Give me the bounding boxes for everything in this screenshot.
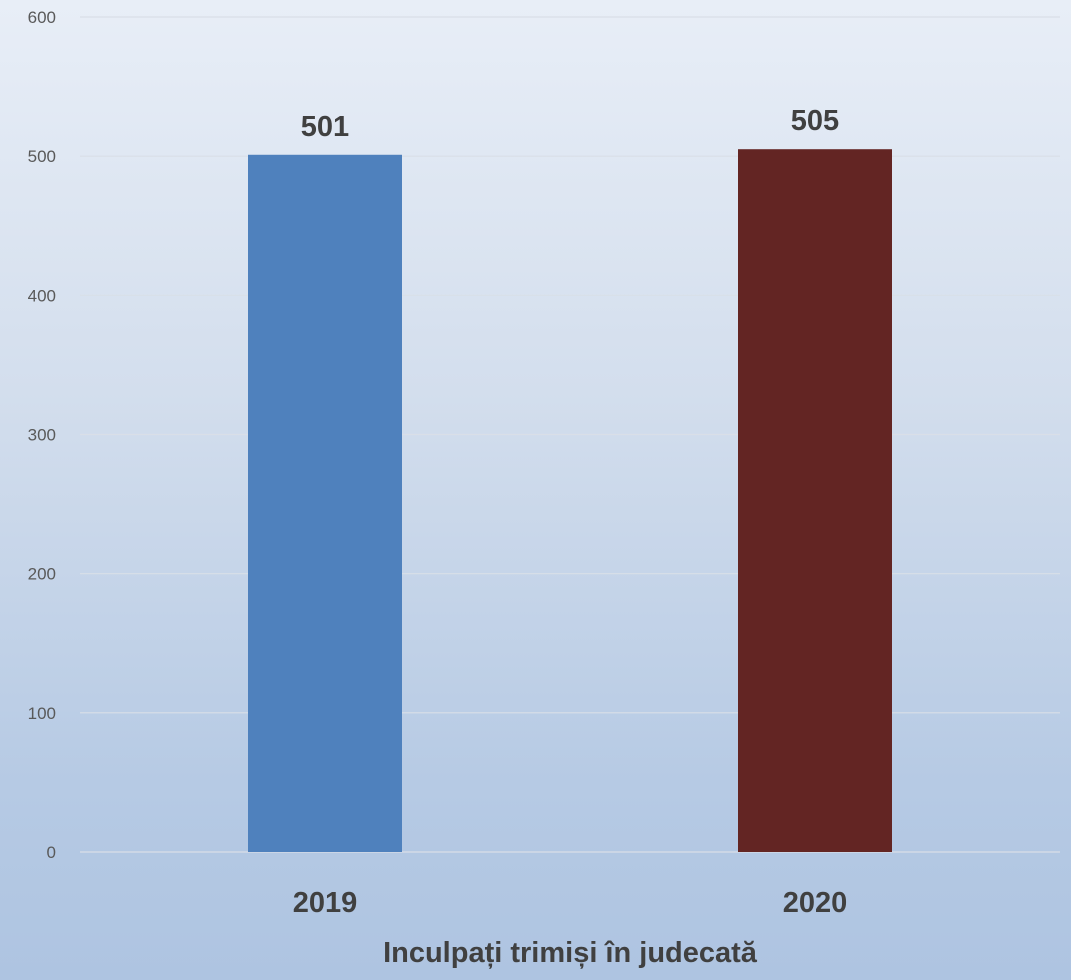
bar-2020 xyxy=(738,149,892,853)
x-axis-title: Inculpați trimiși în judecată xyxy=(383,937,758,969)
y-tick-label: 500 xyxy=(28,147,56,166)
y-tick-label: 400 xyxy=(28,286,56,305)
y-tick-label: 0 xyxy=(47,843,56,862)
data-label-2019: 501 xyxy=(301,111,349,143)
category-label-2019: 2019 xyxy=(293,887,358,919)
y-tick-label: 100 xyxy=(28,704,56,723)
bar-2019 xyxy=(248,154,402,852)
category-label-2020: 2020 xyxy=(783,887,848,919)
data-labels: 501 505 xyxy=(301,105,839,143)
y-tick-label: 200 xyxy=(28,565,56,584)
gridlines xyxy=(80,16,1060,853)
x-axis-categories: 2019 2020 xyxy=(293,887,848,919)
y-tick-label: 300 xyxy=(28,426,56,445)
y-axis-ticks: 0 100 200 300 400 500 600 xyxy=(28,8,56,862)
data-label-2020: 505 xyxy=(791,105,839,137)
y-tick-label: 600 xyxy=(28,8,56,27)
bars xyxy=(248,149,892,853)
